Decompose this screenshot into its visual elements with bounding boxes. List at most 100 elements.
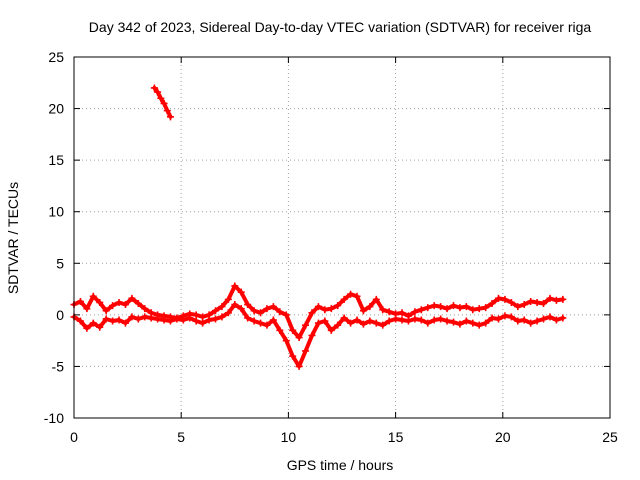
- data-point: [559, 295, 567, 303]
- x-tick-label: 0: [70, 429, 78, 445]
- data-point: [437, 315, 445, 323]
- data-point: [552, 296, 560, 304]
- data-point: [392, 315, 400, 323]
- data-point: [154, 88, 162, 96]
- data-point: [353, 292, 361, 300]
- data-point: [134, 300, 142, 308]
- data-point: [186, 314, 194, 322]
- data-point: [488, 300, 496, 308]
- data-point: [314, 319, 322, 327]
- data-point: [199, 319, 207, 327]
- data-point: [276, 308, 284, 316]
- data-point: [295, 362, 303, 370]
- data-point: [327, 305, 335, 313]
- data-point: [424, 304, 432, 312]
- data-point: [501, 312, 509, 320]
- x-tick-label: 25: [602, 429, 618, 445]
- data-point: [437, 303, 445, 311]
- data-point: [166, 317, 174, 325]
- data-point: [302, 347, 310, 355]
- data-point: [379, 321, 387, 329]
- data-point: [276, 326, 284, 334]
- data-point: [462, 317, 470, 325]
- data-point: [559, 314, 567, 322]
- x-tick-label: 15: [388, 429, 404, 445]
- axis-ticks: 0 5 10 15 20 25 -10 -5 0 5 10 15 20 25: [44, 49, 618, 445]
- data-point: [295, 334, 303, 342]
- x-tick-label: 10: [281, 429, 297, 445]
- data-point: [366, 317, 374, 325]
- data-point: [520, 301, 528, 309]
- data-point: [308, 309, 316, 317]
- data-point: [540, 300, 548, 308]
- data-point: [417, 316, 425, 324]
- data-point: [76, 317, 84, 325]
- data-point: [398, 316, 406, 324]
- data-points: [70, 84, 567, 370]
- data-point: [282, 337, 290, 345]
- data-point: [218, 303, 226, 311]
- data-point: [263, 321, 271, 329]
- data-point: [321, 306, 329, 314]
- data-point: [212, 307, 220, 315]
- data-point: [224, 309, 232, 317]
- data-point: [347, 290, 355, 298]
- data-point: [83, 324, 91, 332]
- data-point: [76, 297, 84, 305]
- data-point: [514, 303, 522, 311]
- data-point: [109, 317, 117, 325]
- data-point: [179, 316, 187, 324]
- data-point: [372, 295, 380, 303]
- data-point: [141, 313, 149, 321]
- data-point: [327, 326, 335, 334]
- data-point: [205, 316, 213, 324]
- data-point: [250, 317, 258, 325]
- grid-lines: [74, 57, 610, 418]
- data-point: [83, 305, 91, 313]
- data-point: [302, 321, 310, 329]
- data-point: [379, 306, 387, 314]
- y-tick-label: 15: [48, 152, 64, 168]
- data-point: [456, 304, 464, 312]
- data-point: [495, 315, 503, 323]
- data-point: [231, 282, 239, 290]
- data-point: [520, 316, 528, 324]
- data-point: [257, 309, 265, 317]
- chart-title: Day 342 of 2023, Sidereal Day-to-day VTE…: [89, 19, 592, 35]
- data-point: [475, 305, 483, 313]
- data-point: [160, 316, 168, 324]
- data-point: [424, 319, 432, 327]
- data-point: [160, 99, 168, 107]
- data-point: [417, 306, 425, 314]
- data-point: [540, 315, 548, 323]
- data-point: [89, 292, 97, 300]
- data-point: [244, 314, 252, 322]
- data-point: [115, 316, 123, 324]
- data-point: [334, 302, 342, 310]
- series-trace: [72, 284, 565, 340]
- data-point: [163, 107, 171, 115]
- data-point: [411, 308, 419, 316]
- data-point: [157, 94, 165, 102]
- data-point: [212, 315, 220, 323]
- data-point: [150, 84, 158, 92]
- plot-frame: [73, 56, 611, 419]
- data-point: [398, 309, 406, 317]
- data-point: [404, 317, 412, 325]
- data-point: [514, 317, 522, 325]
- data-point: [488, 314, 496, 322]
- data-point: [154, 315, 162, 323]
- data-point: [109, 302, 117, 310]
- data-point: [353, 316, 361, 324]
- y-tick-label: 20: [48, 101, 64, 117]
- data-point: [347, 319, 355, 327]
- data-point: [237, 305, 245, 313]
- data-point: [552, 316, 560, 324]
- y-tick-label: -10: [44, 410, 64, 426]
- data-point: [314, 303, 322, 311]
- data-point: [507, 298, 515, 306]
- data-point: [340, 295, 348, 303]
- data-point: [147, 314, 155, 322]
- y-tick-label: 25: [48, 49, 64, 65]
